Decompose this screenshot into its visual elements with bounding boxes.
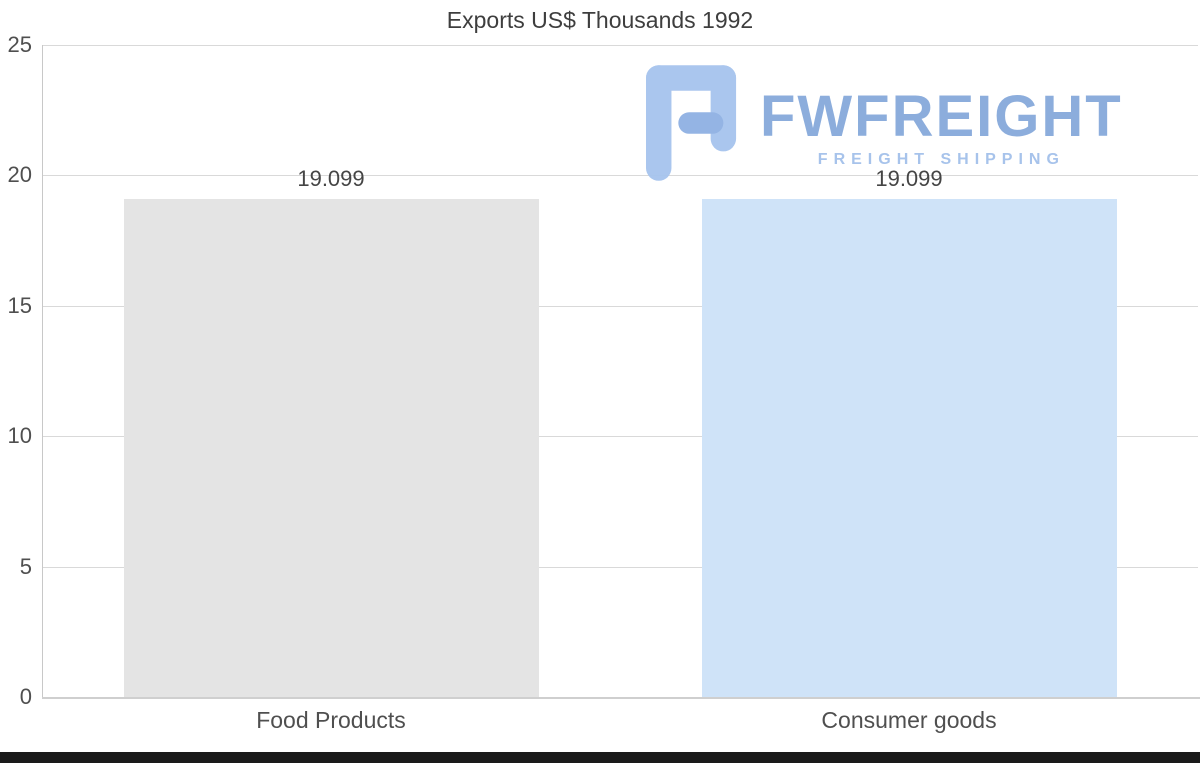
y-tick-label: 20 (7, 162, 32, 188)
bar-food-products[interactable] (123, 198, 539, 697)
y-tick-label: 10 (7, 423, 32, 449)
gridline (42, 436, 1198, 438)
y-tick-label: 25 (7, 32, 32, 57)
chart-title: Exports US$ Thousands 1992 (446, 7, 754, 33)
y-tick-label: 5 (19, 553, 32, 579)
bottom-bar (0, 752, 1200, 763)
x-axis-line (42, 697, 1200, 699)
watermark-brand-text: FWFREIGHT (760, 84, 1123, 149)
y-tick-label: 15 (7, 292, 32, 318)
fwfreight-logo-icon (646, 65, 737, 181)
bar-value-label: 19.099 (875, 165, 943, 191)
x-axis-label: Consumer goods (821, 707, 997, 733)
gridline (42, 566, 1198, 568)
gridline (42, 175, 1198, 177)
y-tick-label: 0 (19, 684, 32, 709)
watermark-text-block: FWFREIGHT FREIGHT SHIPPING (760, 88, 1123, 169)
x-axis-label: Food Products (256, 707, 406, 733)
gridline (42, 305, 1198, 307)
y-axis-line (42, 45, 43, 698)
gridline (42, 45, 1198, 46)
bar-value-label: 19.099 (297, 165, 365, 191)
bar-consumer-goods[interactable] (701, 198, 1117, 697)
